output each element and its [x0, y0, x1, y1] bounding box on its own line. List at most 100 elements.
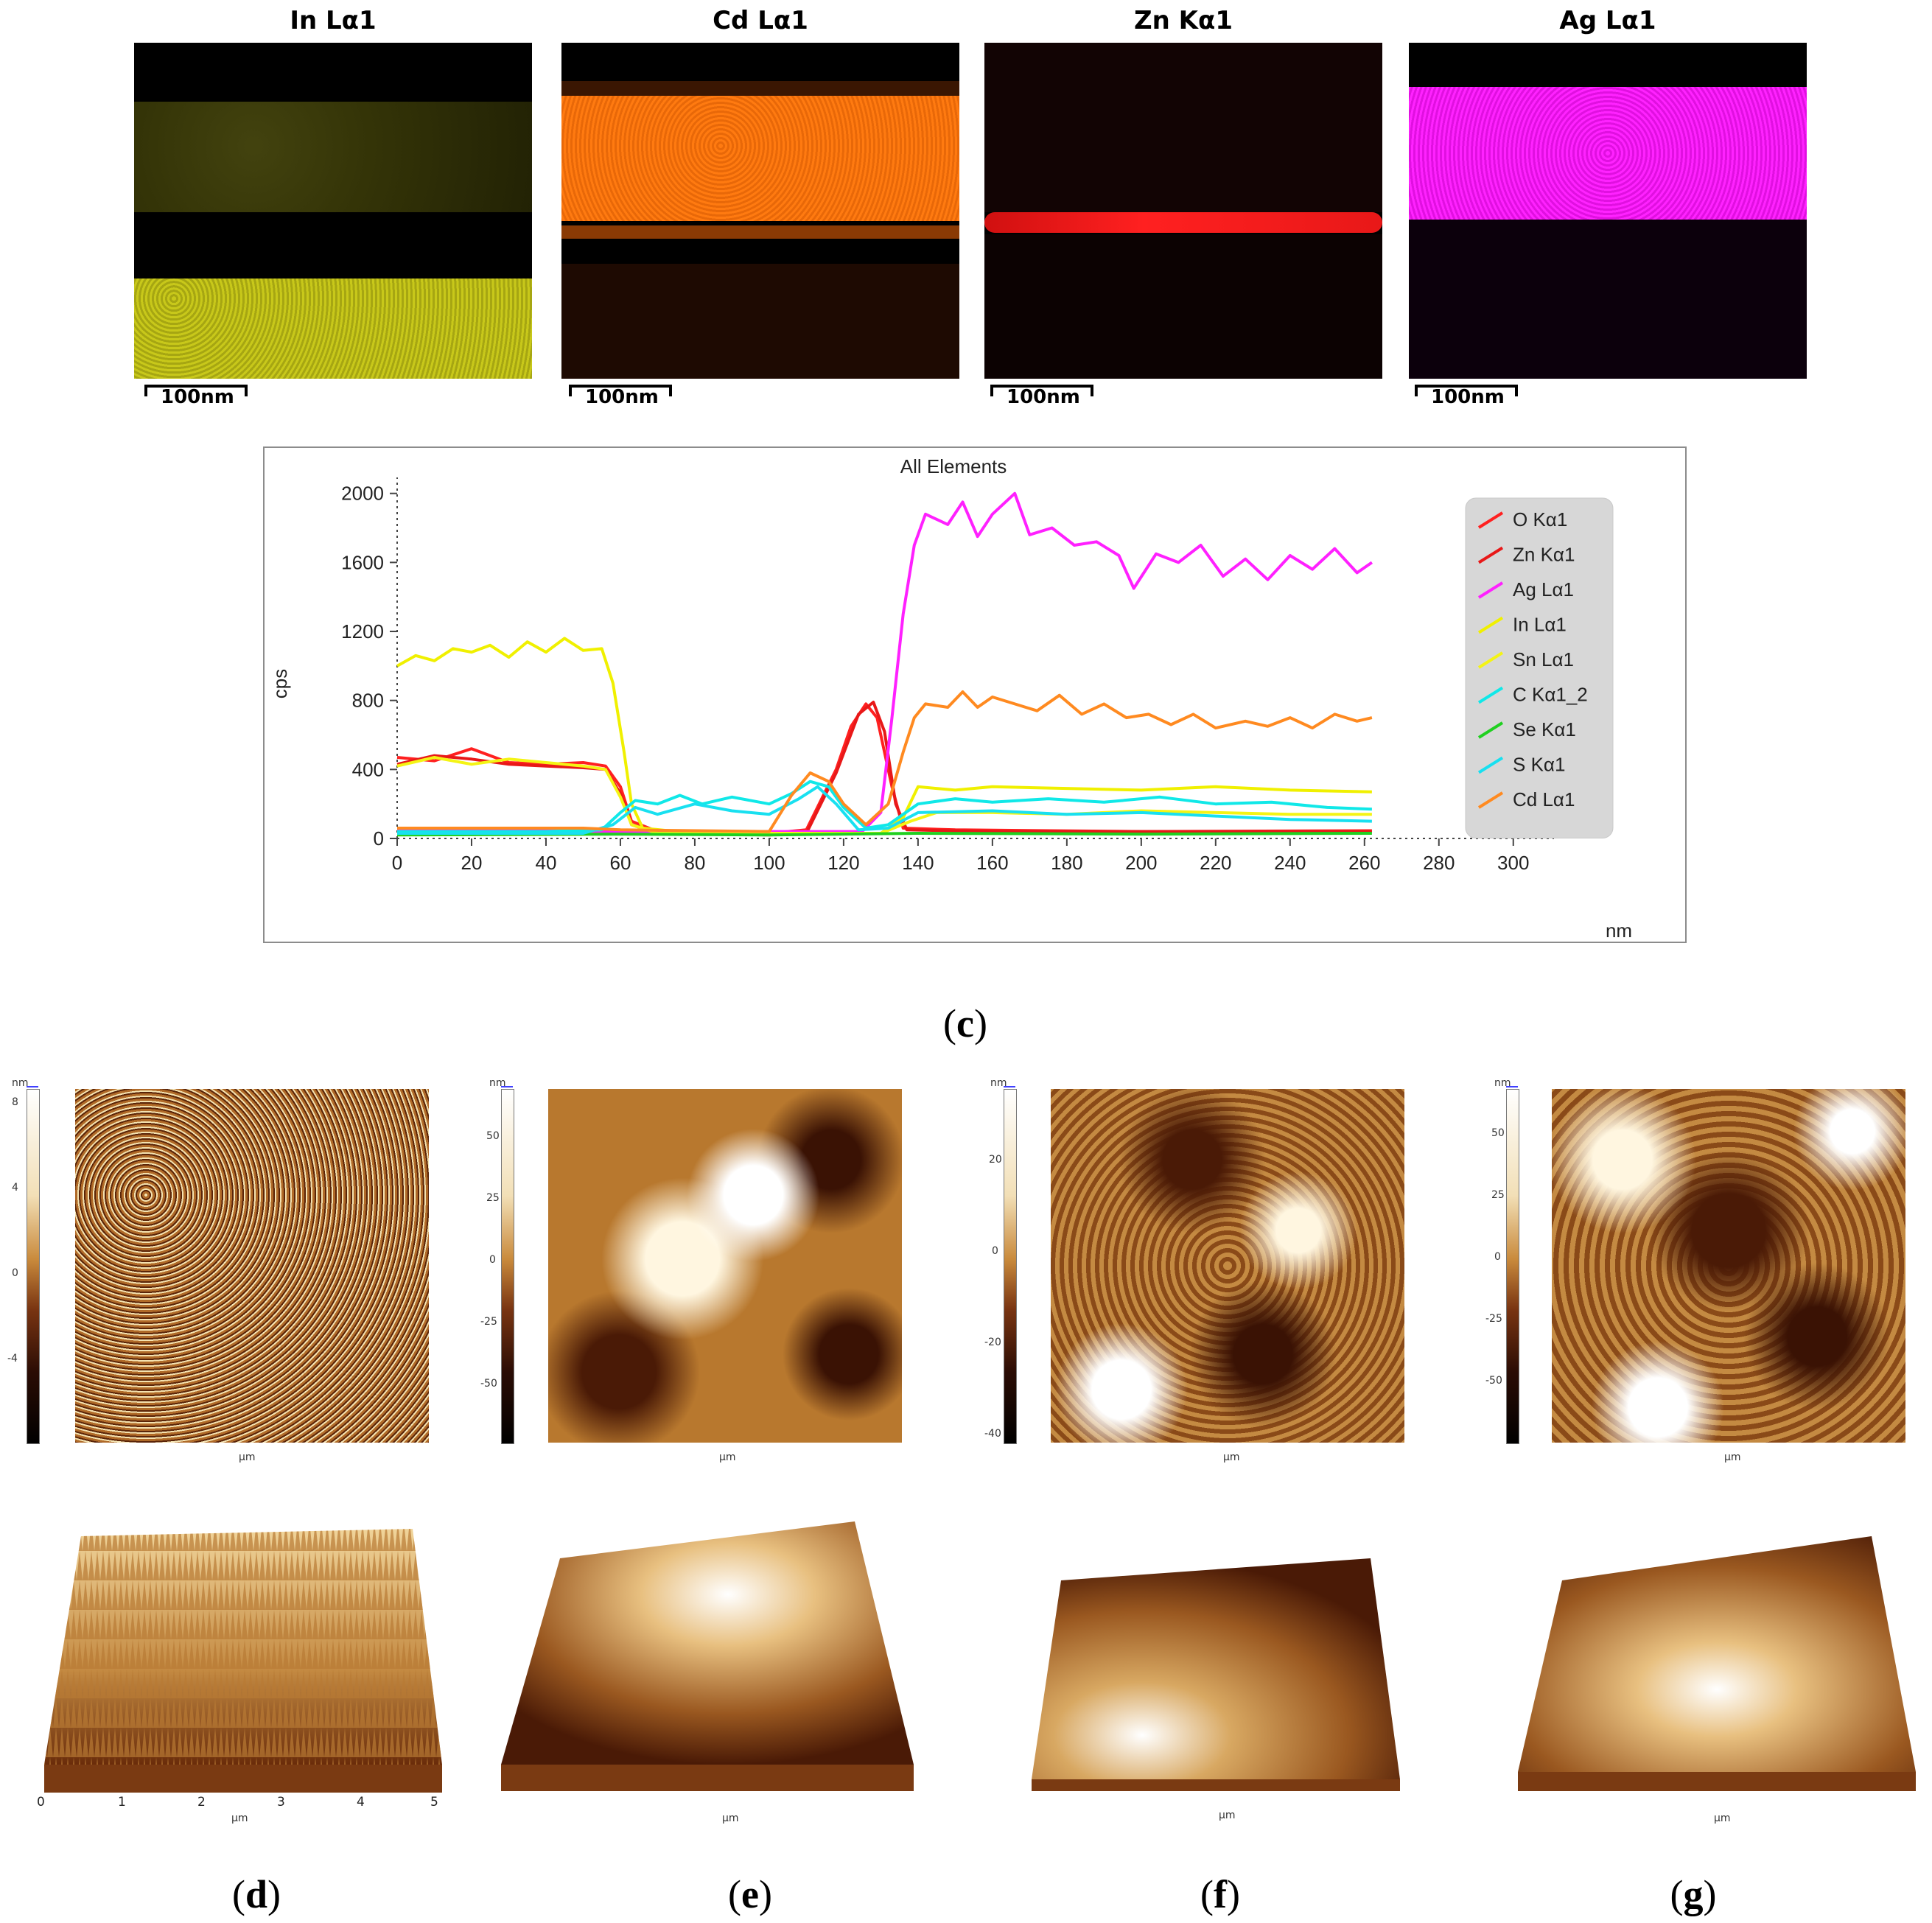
colorbar-tick-d-2: 0 — [12, 1267, 18, 1279]
map-title-in: In Lα1 — [290, 6, 377, 35]
legend-label-7: S Kα1 — [1513, 754, 1565, 776]
afm-3d-d — [44, 1529, 442, 1793]
map-title-zn: Zn Kα1 — [1133, 6, 1233, 35]
series-line-2 — [396, 491, 1373, 833]
x-tick-label-8: 160 — [976, 852, 1008, 874]
legend-label-8: Cd Lα1 — [1513, 788, 1575, 810]
colorbar-tick-g-2: 0 — [1494, 1251, 1501, 1263]
colorbar-tick-f-2: -20 — [984, 1337, 1001, 1348]
scalebar-zn — [990, 385, 1093, 396]
colorbar-tick-g-1: 25 — [1491, 1189, 1505, 1201]
y-tick-label-0: 0 — [374, 827, 384, 850]
colorbar-unit-g: nm — [1494, 1077, 1511, 1089]
legend-label-2: Ag Lα1 — [1513, 578, 1574, 600]
map-panel-zn — [984, 43, 1382, 379]
colorbar-cap-f — [1004, 1086, 1015, 1092]
line-scan-chart: All Elements cps nm 0 20 40 60 80 100 120 140 16… — [263, 446, 1687, 943]
afm-3d-g — [1518, 1536, 1916, 1791]
x-tick-label-13: 260 — [1348, 852, 1380, 874]
scalebar-label-ag: 100nm — [1431, 386, 1505, 408]
map-panel-cd — [561, 43, 959, 379]
axis-3d-d-5: 5 — [430, 1795, 438, 1810]
scalebar-label-in: 100nm — [161, 386, 234, 408]
axis-unit-3d-e: µm — [722, 1812, 739, 1824]
line-scan-svg: All Elements cps nm 0 20 40 60 80 100 120 140 16… — [269, 455, 1632, 942]
colorbar-tick-e-1: 25 — [486, 1192, 500, 1204]
legend-label-3: In Lα1 — [1513, 614, 1567, 636]
legend-label-6: Se Kα1 — [1513, 718, 1576, 740]
legend-swatch-2 — [1477, 581, 1504, 599]
x-tick-label-2: 40 — [536, 852, 557, 874]
x-tick-label-3: 60 — [609, 852, 631, 874]
x-tick-label-1: 20 — [461, 852, 483, 874]
colorbar-cap-g — [1506, 1086, 1518, 1092]
colorbar-tick-e-3: -25 — [480, 1316, 497, 1328]
colorbar-d — [27, 1089, 40, 1444]
chart-legend: O Kα1 Zn Kα1 Ag Lα1 In Lα1 Sn Lα1 C Kα1_2 Se K… — [1465, 497, 1614, 838]
colorbar-unit-d: nm — [12, 1077, 29, 1089]
colorbar-tick-e-4: -50 — [480, 1378, 497, 1390]
legend-swatch-4 — [1477, 651, 1504, 669]
colorbar-unit-e: nm — [489, 1077, 506, 1089]
y-tick-label-2: 800 — [352, 690, 384, 712]
series-line-7 — [397, 785, 1372, 835]
colorbar-unit-f: nm — [990, 1077, 1007, 1089]
x-tick-label-14: 280 — [1423, 852, 1455, 874]
colorbar-tick-d-0: 8 — [12, 1096, 18, 1108]
afm-2d-d — [75, 1089, 429, 1443]
x-tick-label-15: 300 — [1497, 852, 1529, 874]
y-tick-label-3: 1200 — [341, 620, 384, 642]
legend-label-0: O Kα1 — [1513, 508, 1567, 530]
axis-unit-2d-d: µm — [239, 1451, 256, 1463]
axis-3d-d-4: 4 — [357, 1795, 365, 1810]
series-line-3 — [396, 637, 1372, 835]
chart-ylabel: cps — [269, 669, 291, 698]
colorbar-tick-f-1: 0 — [992, 1245, 998, 1257]
colorbar-tick-d-1: 4 — [12, 1182, 18, 1194]
y-tick-label-4: 1600 — [341, 551, 384, 573]
colorbar-tick-f-0: 20 — [989, 1154, 1002, 1166]
map-title-ag: Ag Lα1 — [1559, 6, 1656, 35]
colorbar-e — [501, 1089, 514, 1444]
colorbar-g — [1506, 1089, 1519, 1444]
legend-label-1: Zn Kα1 — [1513, 544, 1575, 566]
colorbar-tick-g-4: -50 — [1485, 1375, 1502, 1387]
scalebar-cd — [569, 385, 672, 396]
colorbar-tick-d-3: -4 — [7, 1353, 18, 1365]
afm-3d-e — [501, 1521, 914, 1791]
axis-unit-3d-d: µm — [231, 1812, 248, 1824]
colorbar-tick-g-3: -25 — [1485, 1313, 1502, 1325]
colorbar-tick-e-0: 50 — [486, 1130, 500, 1142]
legend-swatch-5 — [1477, 686, 1504, 704]
legend-swatch-1 — [1477, 546, 1504, 564]
chart-xlabel: nm — [1606, 920, 1632, 942]
axis-unit-2d-f: µm — [1223, 1451, 1240, 1463]
map-panel-in — [134, 43, 532, 379]
axis-unit-2d-g: µm — [1724, 1451, 1741, 1463]
afm-2d-f — [1051, 1089, 1404, 1443]
map-panel-ag — [1409, 43, 1807, 379]
colorbar-tick-g-0: 50 — [1491, 1127, 1505, 1139]
axis-unit-3d-g: µm — [1714, 1812, 1731, 1824]
legend-swatch-6 — [1477, 721, 1504, 739]
afm-2d-e — [548, 1089, 902, 1443]
x-tick-label-4: 80 — [684, 852, 705, 874]
x-tick-label-7: 140 — [902, 852, 934, 874]
caption-d: (d) — [231, 1872, 281, 1916]
axis-3d-d-2: 2 — [197, 1795, 206, 1810]
scalebar-label-cd: 100nm — [585, 386, 659, 408]
axis-3d-d-1: 1 — [118, 1795, 126, 1810]
axis-3d-d-0: 0 — [37, 1795, 45, 1810]
y-tick-label-1: 400 — [352, 758, 384, 780]
x-tick-label-11: 220 — [1200, 852, 1231, 874]
x-tick-label-5: 100 — [753, 852, 785, 874]
colorbar-tick-e-2: 0 — [489, 1254, 496, 1266]
x-tick-label-9: 180 — [1051, 852, 1082, 874]
scalebar-in — [144, 385, 248, 396]
scalebar-label-zn: 100nm — [1007, 386, 1080, 408]
caption-g: (g) — [1670, 1872, 1717, 1916]
legend-swatch-8 — [1477, 791, 1504, 809]
legend-label-4: Sn Lα1 — [1513, 648, 1574, 670]
caption-e: (e) — [728, 1872, 772, 1916]
x-tick-label-6: 120 — [827, 852, 859, 874]
